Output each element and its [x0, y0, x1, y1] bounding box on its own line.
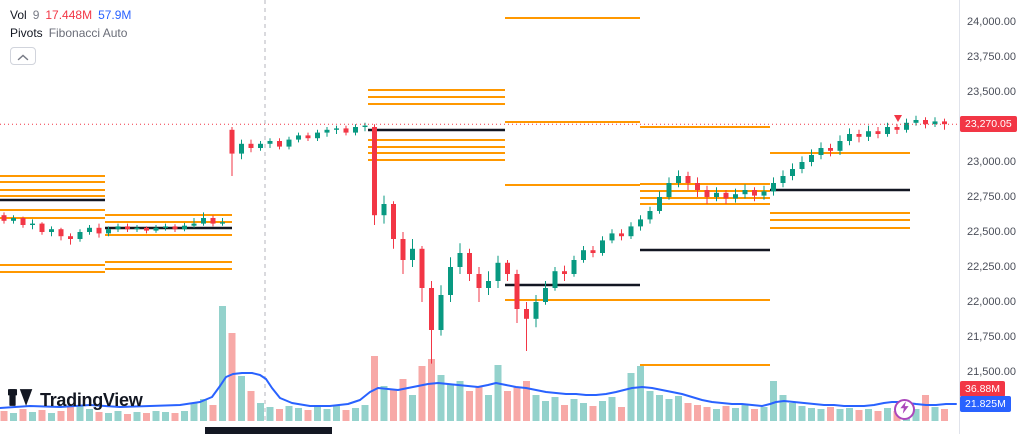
volume-indicator-label: Vol	[10, 8, 27, 22]
price-axis-label: 22,500.00	[967, 226, 1016, 238]
candlestick-chart[interactable]	[0, 0, 960, 434]
price-axis-label: 23,750.00	[967, 51, 1016, 63]
pivots-indicator-params: Fibonacci Auto	[48, 26, 128, 40]
price-axis-label: 21,750.00	[967, 331, 1016, 343]
volume-ma-line	[0, 372, 957, 409]
candles	[1, 115, 947, 364]
price-axis-label: 22,250.00	[967, 261, 1016, 273]
price-arrow-marker	[894, 115, 902, 122]
volume-ma-value: 57.9M	[98, 8, 132, 22]
price-axis-label: 23,000.00	[967, 156, 1016, 168]
tradingview-logo-text: TradingView	[40, 389, 143, 410]
pivots-indicator-label: Pivots	[10, 26, 43, 40]
price-axis[interactable]: 23,270.05 36.88M 21.825M 24,000.00 23,750…	[959, 0, 1024, 434]
tradingview-logo[interactable]: TradingView	[8, 387, 143, 413]
pivot-levels	[0, 16, 910, 366]
price-axis-label: 21,500.00	[967, 366, 1016, 378]
pivots-indicator-row[interactable]: Pivots Fibonacci Auto	[10, 24, 131, 42]
price-axis-label: 22,750.00	[967, 191, 1016, 203]
chevron-up-icon	[17, 49, 29, 64]
volume-indicator-length: 9	[32, 8, 40, 22]
price-axis-label: 24,000.00	[967, 16, 1016, 28]
volume-value-badge: 36.88M	[960, 381, 1006, 397]
time-axis-selection-bar	[205, 427, 332, 434]
indicator-legend: Vol 9 17.448M 57.9M Pivots Fibonacci Aut…	[10, 6, 131, 42]
volume-bars	[0, 306, 948, 421]
price-axis-label: 22,000.00	[967, 296, 1016, 308]
lightning-bolt-icon	[899, 400, 910, 419]
lightning-action-button[interactable]	[894, 399, 915, 420]
current-price-badge: 23,270.05	[960, 116, 1017, 133]
price-axis-label: 23,500.00	[967, 86, 1016, 98]
volume-ma-badge: 21.825M	[960, 396, 1011, 412]
collapse-legend-button[interactable]	[10, 47, 36, 65]
volume-indicator-row[interactable]: Vol 9 17.448M 57.9M	[10, 6, 131, 24]
chart-pane[interactable]: Vol 9 17.448M 57.9M Pivots Fibonacci Aut…	[0, 0, 960, 434]
tradingview-logo-icon	[8, 387, 33, 413]
volume-current-value: 17.448M	[45, 8, 93, 22]
